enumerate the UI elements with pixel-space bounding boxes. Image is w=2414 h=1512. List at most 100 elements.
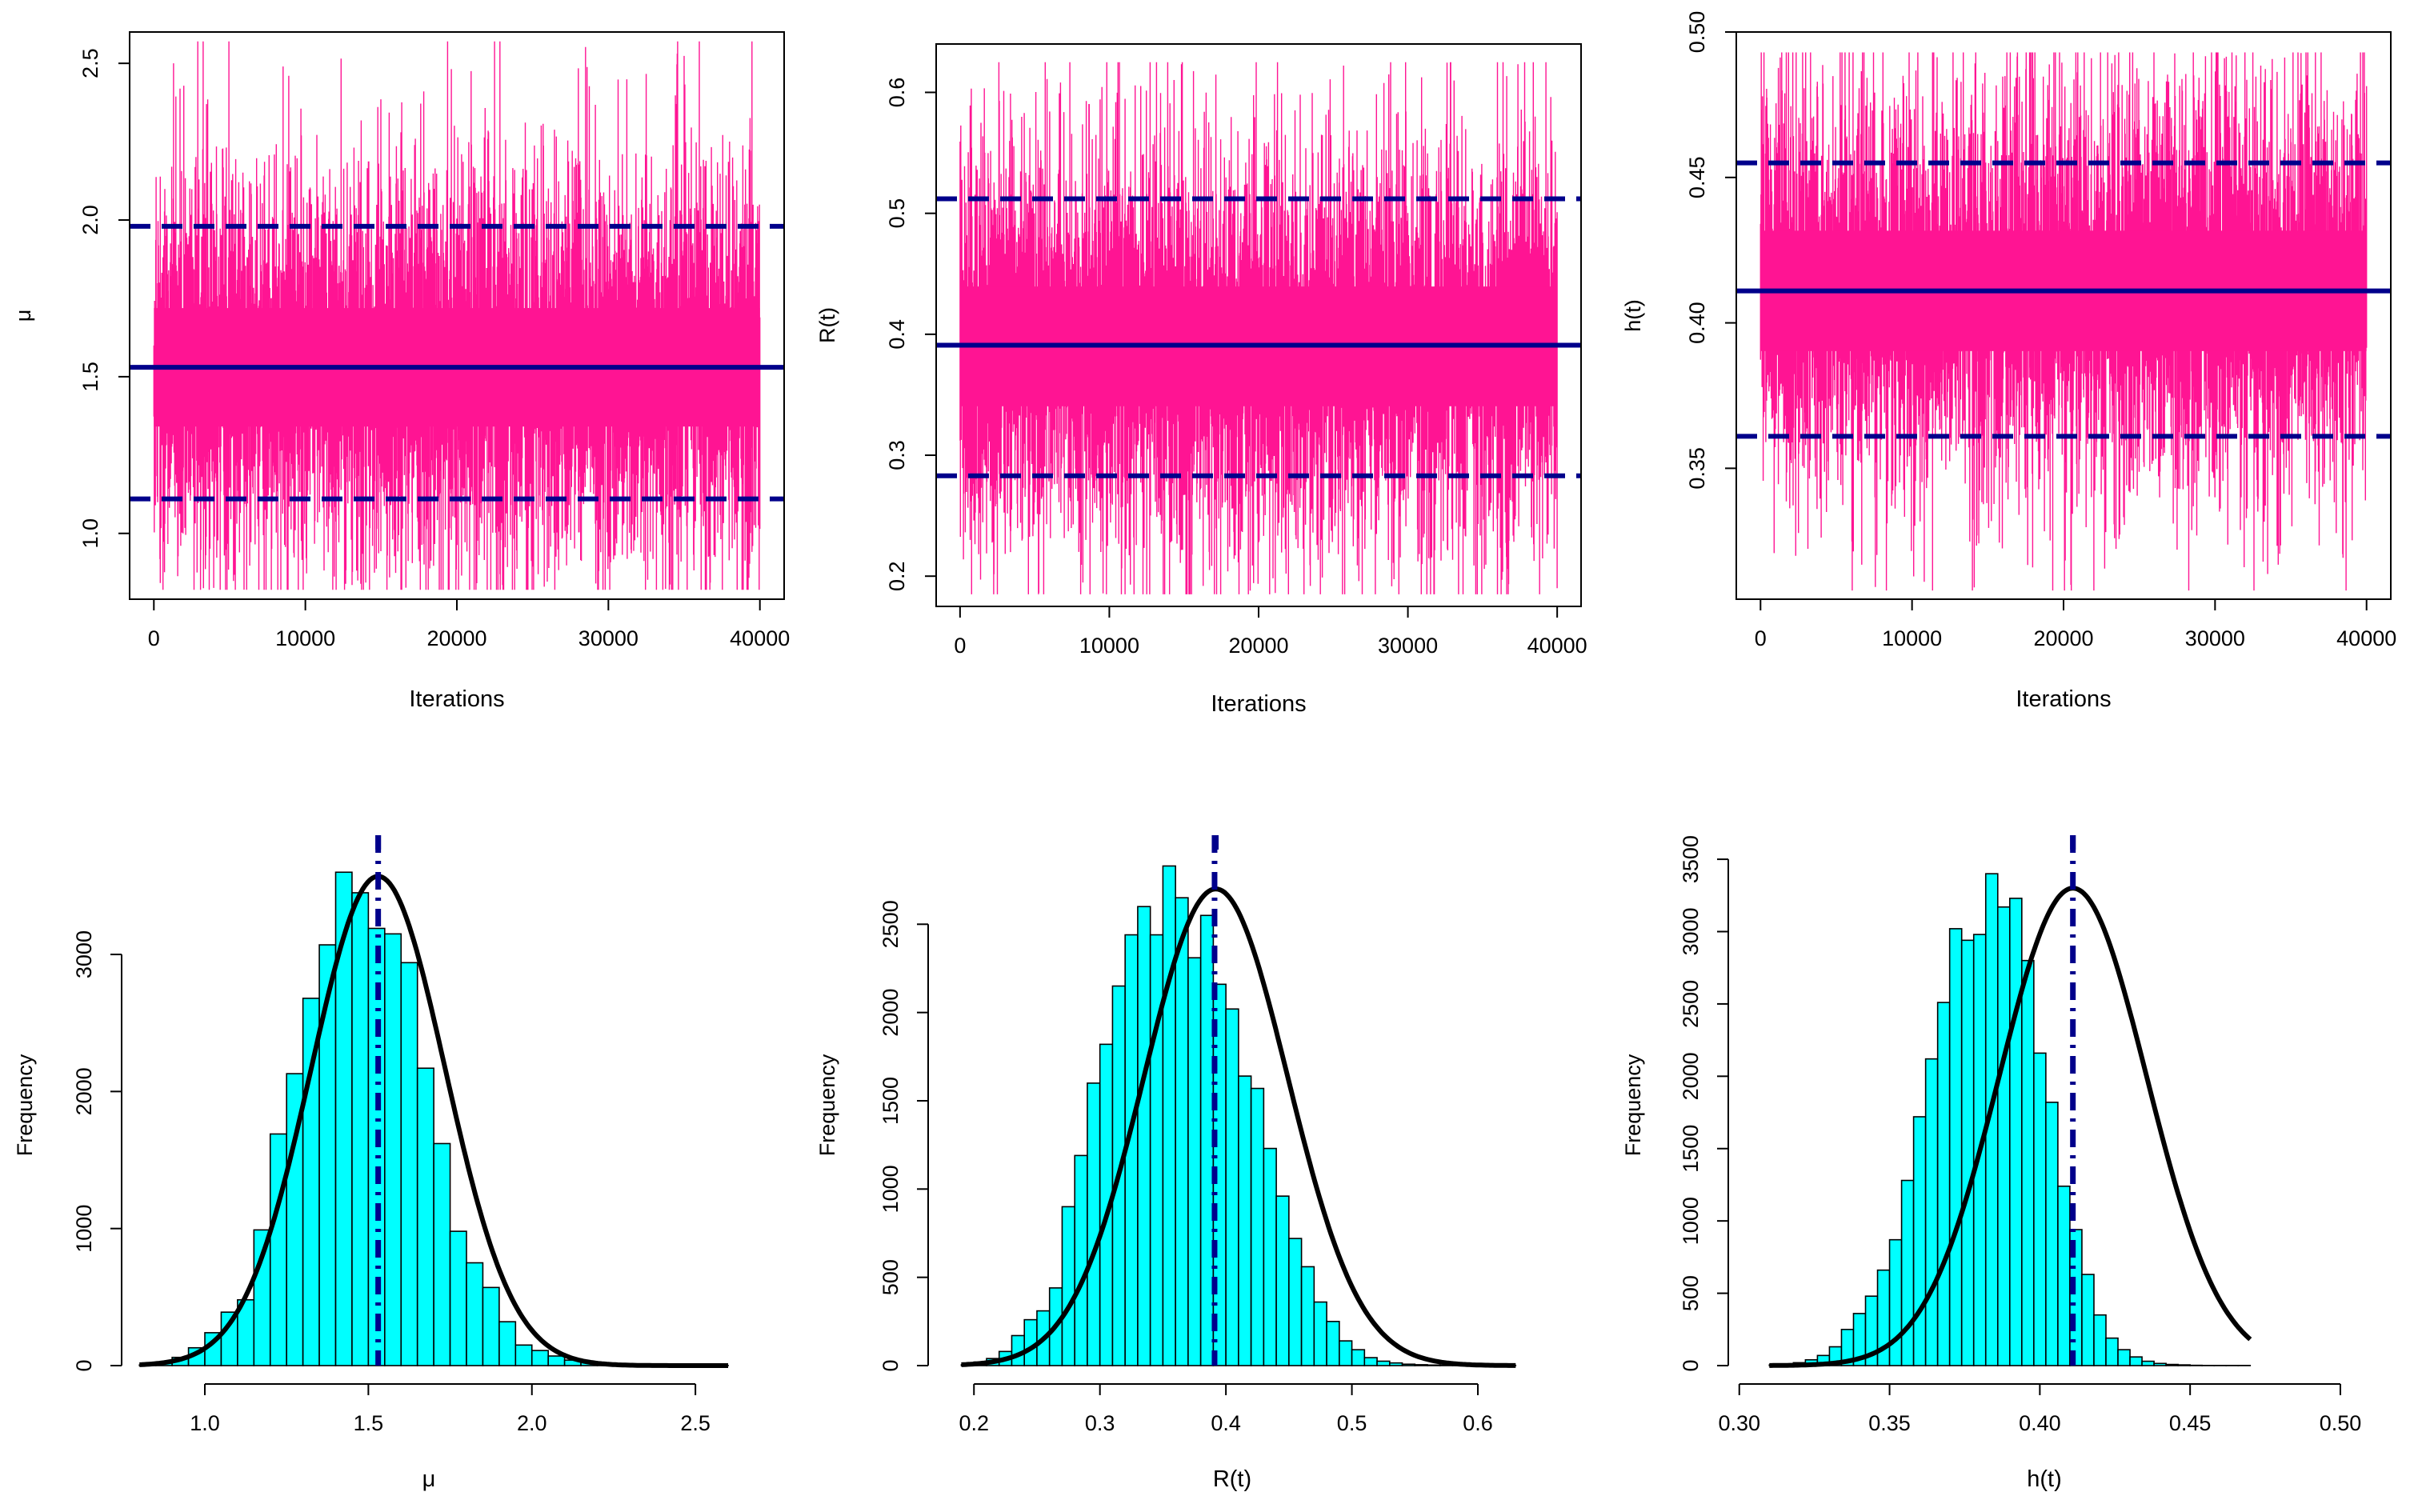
- x-tick-label: 0.3: [1085, 1411, 1115, 1435]
- y-tick-label: 0.40: [1685, 302, 1709, 344]
- x-tick-label: 0.5: [1337, 1411, 1367, 1435]
- histogram-bar: [2009, 898, 2023, 1366]
- histogram-bar: [1427, 1364, 1441, 1366]
- histogram-bar: [1414, 1364, 1428, 1366]
- histogram-bar: [498, 1321, 517, 1366]
- histogram-bar: [2057, 1185, 2071, 1366]
- histogram-bar: [1225, 1008, 1239, 1366]
- hist-h: 0 500 1000 1500 2000 2500 3000 3500 0.30 0.35 0.40…: [1621, 835, 2361, 1492]
- x-tick-label: 0.50: [2320, 1411, 2362, 1435]
- y-tick-label: 0: [72, 1359, 96, 1371]
- histogram-bar: [2045, 1102, 2059, 1366]
- histogram-bar: [269, 1133, 287, 1366]
- x-tick-label: 30000: [2185, 626, 2245, 650]
- x-tick-label: 0.4: [1211, 1411, 1241, 1435]
- x-tick-label: 0: [148, 626, 160, 650]
- y-tick-label: 0.50: [1685, 11, 1709, 54]
- x-tick-label: 20000: [426, 626, 486, 650]
- histogram-bar: [2129, 1356, 2143, 1366]
- trace-h: 0 10000 20000 30000 40000 0.35 0.40 0.45 0.50 Ite…: [1621, 11, 2396, 712]
- x-axis-label: Iterations: [409, 686, 504, 712]
- y-axis-label: R(t): [815, 307, 839, 343]
- trace-R: 0 10000 20000 30000 40000 0.2 0.3 0.4 0.5 0.6 Iter…: [815, 43, 1587, 717]
- density-curve: [1769, 886, 2252, 1368]
- x-tick-label: 20000: [2033, 626, 2093, 650]
- y-tick-label: 3000: [1679, 907, 1703, 955]
- y-tick-label: 1500: [879, 1077, 903, 1125]
- x-tick-label: 2.0: [517, 1411, 547, 1435]
- histogram-bar: [1074, 1154, 1088, 1366]
- histogram-bar: [1288, 1238, 1303, 1366]
- histogram-bar: [1149, 934, 1164, 1366]
- x-tick-label: 10000: [275, 626, 335, 650]
- y-tick-label: 0.35: [1685, 447, 1709, 490]
- y-axis-label: μ: [11, 310, 35, 322]
- histogram-bar: [1238, 1075, 1252, 1366]
- histogram-bar: [2033, 1052, 2047, 1366]
- histogram-bar: [1300, 1266, 1315, 1366]
- x-axis-label: Iterations: [2016, 686, 2111, 712]
- x-tick-label: 10000: [1079, 634, 1139, 658]
- density-curve: [139, 874, 728, 1368]
- x-tick-label: 1.5: [354, 1411, 384, 1435]
- histogram-bar: [514, 1344, 533, 1366]
- y-tick-label: 0.45: [1685, 157, 1709, 199]
- y-tick-label: 2.5: [78, 48, 102, 78]
- hist-R: 0 500 1000 1500 2000 2500 0.2 0.3 0.4 0.5 0.6 R(t) F…: [815, 835, 1517, 1492]
- y-tick-label: 2000: [879, 989, 903, 1037]
- histogram-bar: [1275, 1195, 1290, 1366]
- histogram-bar: [433, 1142, 451, 1366]
- x-tick-label: 30000: [578, 626, 639, 650]
- y-tick-label: 0.4: [885, 319, 909, 350]
- histogram-bar: [1187, 957, 1202, 1366]
- histogram-bar: [2165, 1363, 2179, 1366]
- histogram-bar: [1960, 939, 1975, 1366]
- y-tick-label: 3500: [1679, 835, 1703, 883]
- histogram-bar: [2021, 959, 2035, 1366]
- y-tick-label: 0.2: [885, 561, 909, 591]
- histogram-bar: [1250, 1087, 1265, 1366]
- histogram-bar: [400, 962, 418, 1366]
- y-tick-label: 2000: [1679, 1052, 1703, 1100]
- histogram-bar: [1948, 928, 1963, 1366]
- x-tick-label: 0: [954, 634, 966, 658]
- histogram-bar: [1263, 1147, 1277, 1366]
- y-tick-label: 0.6: [885, 78, 909, 108]
- histogram-bar: [2153, 1362, 2167, 1366]
- y-tick-label: 1500: [1679, 1125, 1703, 1173]
- x-tick-label: 1.0: [190, 1411, 220, 1435]
- histogram-bar: [1199, 914, 1215, 1366]
- x-axis-label: Iterations: [1211, 691, 1306, 717]
- trace-mu: 0 10000 20000 30000 40000 1.0 1.5 2.0 2.5 Iterati…: [11, 31, 790, 712]
- histogram-bar: [2177, 1364, 2191, 1366]
- histogram-bar: [416, 1067, 434, 1366]
- x-tick-label: 0.45: [2169, 1411, 2212, 1435]
- y-axis-label: h(t): [1621, 299, 1645, 332]
- histogram-bar: [1900, 1179, 1915, 1366]
- x-tick-label: 20000: [1228, 634, 1288, 658]
- y-tick-label: 2500: [1679, 980, 1703, 1028]
- histogram-bar: [1912, 1116, 1927, 1366]
- x-tick-label: 2.5: [680, 1411, 711, 1435]
- y-tick-label: 1000: [879, 1165, 903, 1213]
- histogram-bar: [384, 933, 402, 1366]
- x-tick-label: 0.40: [2019, 1411, 2061, 1435]
- histogram-bar: [1339, 1340, 1353, 1366]
- histogram-bar: [1313, 1301, 1327, 1366]
- histogram-bar: [1996, 906, 2011, 1366]
- histogram-bar: [1351, 1349, 1366, 1366]
- y-tick-label: 1000: [72, 1205, 96, 1253]
- histogram-bar: [1326, 1321, 1340, 1366]
- histogram-bar: [2141, 1360, 2155, 1366]
- histogram-bar: [1401, 1363, 1416, 1366]
- histogram-bar: [1175, 897, 1189, 1366]
- y-axis-label: Frequency: [815, 1054, 839, 1156]
- y-tick-label: 1.5: [78, 362, 102, 392]
- x-tick-label: 40000: [730, 626, 790, 650]
- x-tick-label: 0.2: [959, 1411, 989, 1435]
- histogram-bar: [1936, 1002, 1951, 1366]
- y-tick-label: 500: [1679, 1275, 1703, 1311]
- x-tick-label: 0: [1755, 626, 1767, 650]
- histogram-bar: [1137, 906, 1151, 1366]
